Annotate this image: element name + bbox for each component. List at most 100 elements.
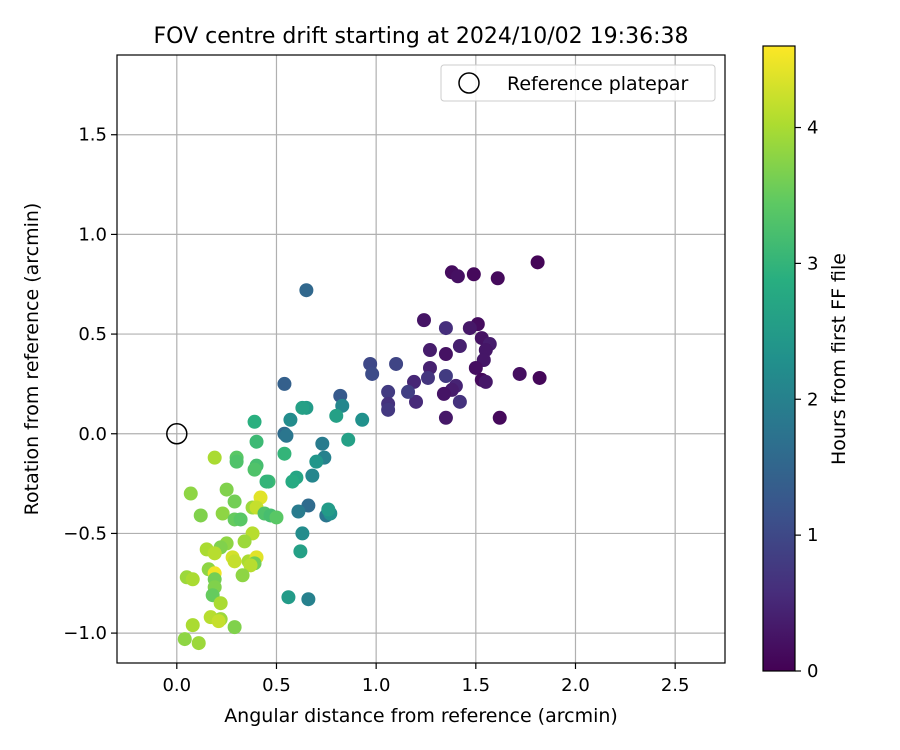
reference-platepar-marker xyxy=(166,423,188,445)
x-tick-label: 0.5 xyxy=(262,675,291,696)
data-point xyxy=(409,394,424,409)
data-point xyxy=(329,408,344,423)
data-point xyxy=(462,321,477,336)
data-point xyxy=(438,368,453,383)
data-point xyxy=(401,384,416,399)
data-point xyxy=(416,313,431,328)
data-point xyxy=(381,384,396,399)
data-point xyxy=(466,267,481,282)
data-point xyxy=(277,446,292,461)
x-tick-label: 0.0 xyxy=(162,675,191,696)
scatter-points xyxy=(177,255,547,651)
data-point xyxy=(227,554,242,569)
x-tick-label: 2.5 xyxy=(661,675,690,696)
data-point xyxy=(177,632,192,647)
data-point xyxy=(269,510,284,525)
data-point xyxy=(235,568,250,583)
data-point xyxy=(247,414,262,429)
data-point xyxy=(321,502,336,517)
data-point xyxy=(237,534,252,549)
data-point xyxy=(285,474,300,489)
plot-frame xyxy=(116,54,726,664)
colorbar-gradient xyxy=(762,45,796,672)
data-point xyxy=(291,504,306,519)
chart-title: FOV centre drift starting at 2024/10/02 … xyxy=(154,24,689,49)
data-point xyxy=(295,400,310,415)
data-point xyxy=(490,271,505,286)
y-tick-label: −0.5 xyxy=(63,523,107,544)
data-point xyxy=(450,269,465,284)
grid-lines xyxy=(117,55,725,663)
data-point xyxy=(227,494,242,509)
data-point xyxy=(530,255,545,270)
data-point xyxy=(277,376,292,391)
x-axis-label: Angular distance from reference (arcmin) xyxy=(224,705,618,727)
data-point xyxy=(281,590,296,605)
data-point xyxy=(185,572,200,587)
data-point xyxy=(512,366,527,381)
data-point xyxy=(381,402,396,417)
data-point xyxy=(295,526,310,541)
x-tick-label: 1.5 xyxy=(461,675,490,696)
colorbar-label: Hours from first FF file xyxy=(828,253,850,465)
y-axis-ticks: −1.0 −0.5 0.0 0.5 1.0 1.5 xyxy=(63,125,117,644)
data-point xyxy=(207,546,222,561)
data-point xyxy=(438,321,453,336)
data-point xyxy=(211,614,226,629)
colorbar-tick-label: 4 xyxy=(807,118,818,139)
colorbar-tick-label: 3 xyxy=(807,253,818,274)
data-point xyxy=(438,410,453,425)
y-tick-label: 0.5 xyxy=(78,324,107,345)
data-point xyxy=(229,454,244,469)
data-point xyxy=(247,462,262,477)
data-point xyxy=(389,356,404,371)
data-point xyxy=(438,347,453,362)
data-point xyxy=(213,596,228,611)
y-tick-label: 1.5 xyxy=(78,125,107,146)
data-point xyxy=(299,283,314,298)
data-point xyxy=(293,544,308,559)
data-point xyxy=(315,436,330,451)
x-axis-ticks: 0.0 0.5 1.0 1.5 2.0 2.5 xyxy=(162,663,689,696)
colorbar-ticks: 0 1 2 3 4 xyxy=(795,118,818,682)
data-point xyxy=(207,450,222,465)
data-point xyxy=(468,360,483,375)
data-point xyxy=(243,558,258,573)
colorbar-tick-label: 2 xyxy=(807,389,818,410)
data-point xyxy=(279,428,294,443)
data-point xyxy=(301,592,316,607)
x-tick-label: 1.0 xyxy=(362,675,391,696)
data-point xyxy=(183,486,198,501)
y-tick-label: 0.0 xyxy=(78,424,107,445)
colorbar-tick-label: 1 xyxy=(807,525,818,546)
y-tick-label: 1.0 xyxy=(78,224,107,245)
data-point xyxy=(532,370,547,385)
data-point xyxy=(259,474,274,489)
data-point xyxy=(227,620,242,635)
colorbar-tick-label: 0 xyxy=(807,661,818,682)
data-point xyxy=(219,482,234,497)
data-point xyxy=(436,386,451,401)
legend: Reference platepar xyxy=(440,64,716,102)
data-point xyxy=(420,370,435,385)
data-point xyxy=(233,512,248,527)
plot-background xyxy=(117,55,725,663)
data-point xyxy=(249,434,264,449)
data-point xyxy=(452,394,467,409)
y-axis-label: Rotation from reference (arcmin) xyxy=(21,203,43,516)
data-point xyxy=(452,339,467,354)
data-point xyxy=(215,506,230,521)
x-tick-label: 2.0 xyxy=(561,675,590,696)
legend-open-circle-icon xyxy=(458,72,480,94)
legend-label: Reference platepar xyxy=(507,73,689,95)
data-point xyxy=(365,366,380,381)
data-point xyxy=(355,412,370,427)
data-point xyxy=(478,374,493,389)
y-tick-label: −1.0 xyxy=(63,623,107,644)
data-point xyxy=(422,343,437,358)
plot-area: 0.0 0.5 1.0 1.5 2.0 2.5 −1.0−0.50.00.51.01.5 … xyxy=(63,54,726,696)
data-point xyxy=(305,468,320,483)
data-point xyxy=(492,410,507,425)
colorbar: 0 1 2 3 4 Hours from first FF file xyxy=(762,45,850,682)
